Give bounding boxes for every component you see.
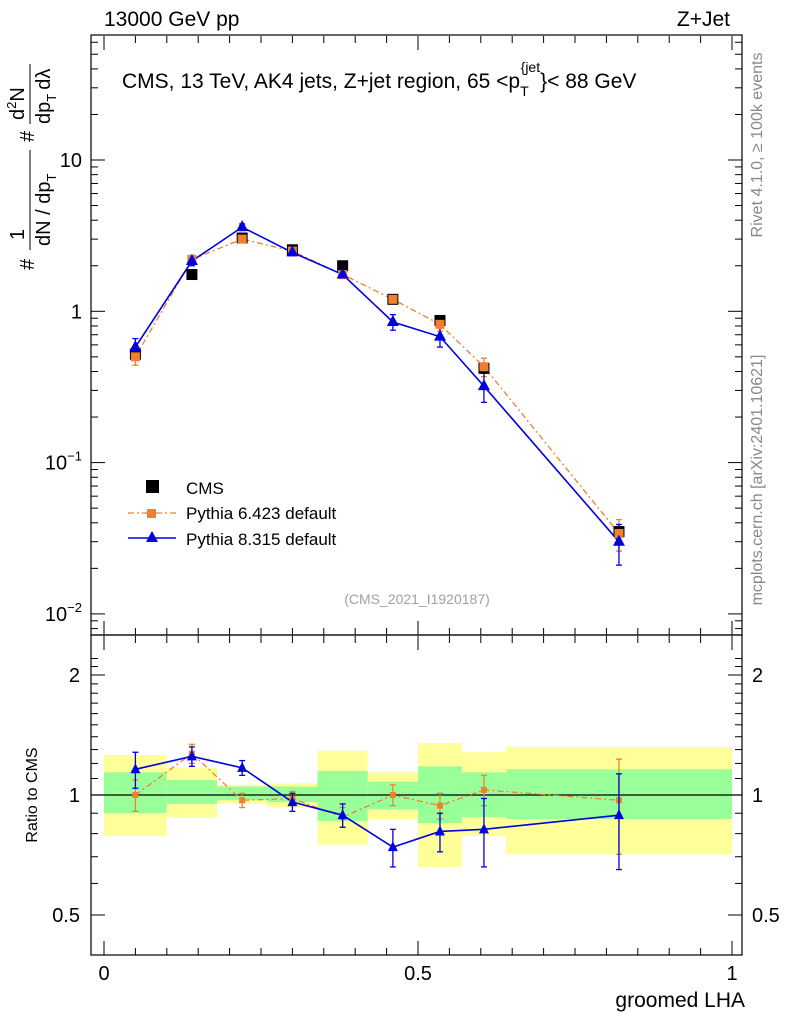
ratio-ytick-label-left: 0.5 (52, 905, 80, 927)
cms-main-point (186, 269, 198, 281)
pythia8-ratio-point (387, 841, 398, 852)
analysis-watermark: (CMS_2021_I1920187) (344, 591, 490, 607)
plot-title: CMS, 13 TeV, AK4 jets, Z+jet region, 65 … (122, 59, 636, 99)
pythia8-ratio-point (287, 796, 298, 807)
pythia6-ratio-point (239, 797, 246, 804)
axes: 10−2 10−1 1 10 0.5 0.5 1 1 2 2 0 0.5 1 (45, 36, 780, 985)
ratio-ytick-label-left: 2 (69, 665, 80, 687)
pythia8-main-point (477, 379, 490, 391)
pythia6-ratio-point (132, 792, 139, 798)
ratio-uncertainty-bands (104, 743, 732, 867)
svg-text:#: # (17, 130, 39, 142)
legend: CMS Pythia 6.423 default Pythia 8.315 de… (128, 479, 337, 549)
legend-label-pythia8: Pythia 8.315 default (186, 530, 337, 549)
ratio-xtick-label: 0.5 (404, 963, 432, 985)
legend-marker-pythia6 (147, 509, 156, 518)
svg-text:1: 1 (7, 229, 29, 240)
pythia8-ratio-point (613, 809, 624, 820)
legend-marker-cms (146, 480, 159, 493)
pythia6-main-point (388, 294, 398, 304)
svg-text:d2N: d2N (4, 87, 29, 120)
main-ytick-label: 1 (71, 301, 82, 323)
legend-label-pythia6: Pythia 6.423 default (186, 504, 337, 523)
ratio-ytick-label-right: 2 (752, 665, 763, 687)
main-ytick-label: 10 (60, 150, 82, 172)
pythia6-main-point (130, 352, 140, 362)
ratio-ytick-label-right: 0.5 (752, 905, 780, 927)
header-right: Z+Jet (677, 8, 730, 31)
cms-main-point (337, 260, 349, 272)
pythia8-ratio-point (237, 761, 248, 772)
main-ytick-label: 10−2 (45, 600, 82, 626)
x-axis-label: groomed LHA (615, 989, 745, 1012)
svg-text:dpTdλ: dpTdλ (33, 69, 59, 124)
ratio-y-axis-label: Ratio to CMS (24, 747, 41, 842)
pythia6-ratio-point (480, 786, 487, 793)
pythia8-ratio-point (186, 750, 197, 761)
pythia6-main-line (134, 238, 620, 534)
pythia8-main-point (129, 340, 142, 352)
pythia6-main-point (479, 362, 489, 372)
pythia8-main-point (433, 329, 446, 341)
mcplots-credit-text: mcplots.cern.ch [arXiv:2401.10621] (749, 355, 766, 606)
pythia8-main-point (185, 254, 198, 266)
pythia8-ratio-point (434, 825, 445, 836)
pythia6-ratio-point (436, 802, 443, 809)
rivet-version-text: Rivet 4.1.0, ≥ 100k events (749, 53, 766, 238)
pythia6-main-point (614, 528, 624, 538)
ratio-ytick-label-left: 1 (69, 785, 80, 807)
pythia8-main-point (336, 267, 349, 279)
pythia8-main-point (286, 245, 299, 257)
legend-marker-pythia8 (146, 531, 158, 542)
pythia8-main-point (386, 314, 399, 326)
ratio-ytick-label-right: 1 (752, 785, 763, 807)
svg-text:dN / dpT: dN / dpT (33, 174, 59, 246)
ratio-band-inner-1 (166, 780, 218, 804)
pythia6-ratio-point (389, 792, 396, 798)
pythia8-ratio-point (337, 809, 348, 820)
svg-text:#: # (17, 258, 39, 270)
main-ytick-label: 10−1 (45, 449, 82, 475)
pythia8-ratio-point (130, 763, 141, 774)
pythia6-main-point (237, 234, 247, 244)
pythia6-main-point (435, 319, 445, 329)
header-left: 13000 GeV pp (104, 8, 239, 31)
main-series (129, 220, 625, 566)
legend-label-cms: CMS (186, 479, 224, 498)
main-y-axis-label: # 1 dN / dpT # d2N dpTdλ (4, 64, 59, 270)
ratio-series (130, 743, 624, 871)
ratio-xtick-label: 1 (726, 963, 737, 985)
pythia8-main-point (236, 220, 249, 232)
pythia8-ratio-point (478, 823, 489, 834)
pythia8-main-point (612, 534, 625, 546)
ratio-xtick-label: 0 (98, 963, 109, 985)
